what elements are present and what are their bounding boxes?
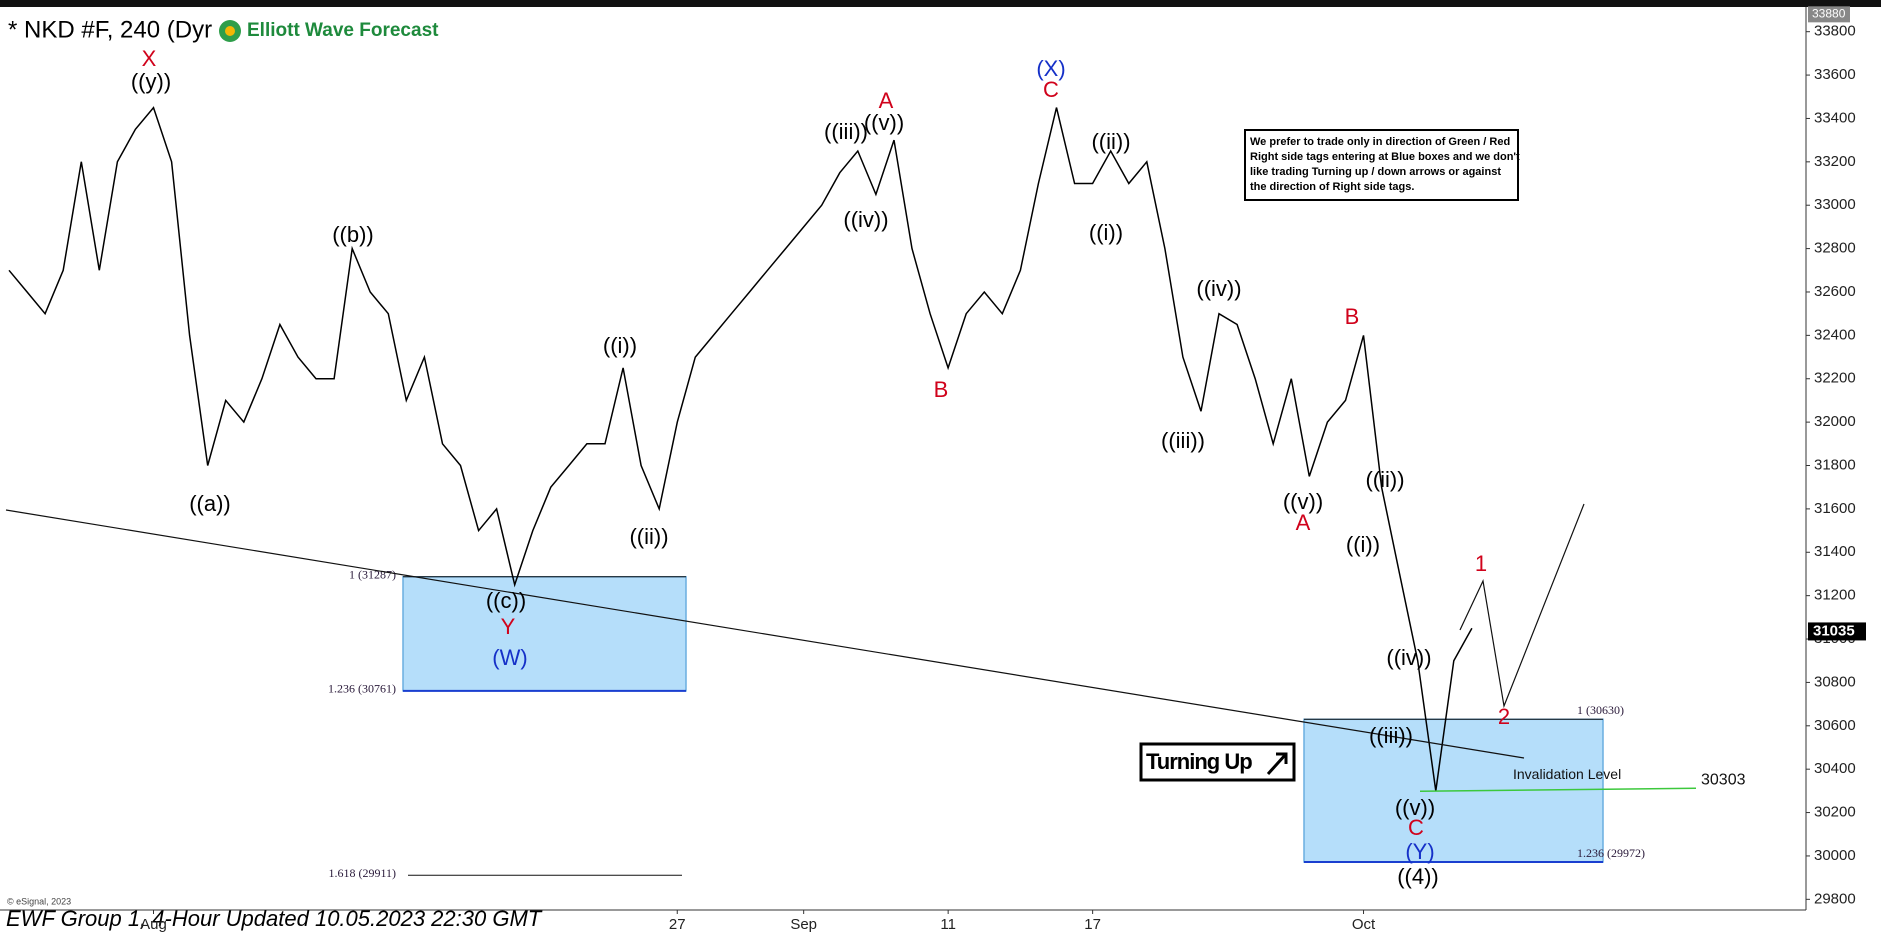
wave-label: ((v)) [1283,489,1323,514]
y-tick-label: 32400 [1814,326,1856,343]
y-tick-label: 32200 [1814,370,1856,387]
wave-label: ((y)) [131,69,171,94]
top-border [0,0,1881,7]
x-tick-label: Sep [790,916,817,933]
y-tick-label: 30000 [1814,847,1856,864]
y-tick-label: 33600 [1814,66,1856,83]
wave-label: Y [501,614,516,639]
y-tick-label: 30400 [1814,760,1856,777]
x-tick-label: 11 [940,916,956,933]
high-tag-label: 33880 [1812,7,1846,21]
note-line: We prefer to trade only in direction of … [1250,136,1510,148]
wave-label: ((v)) [1395,795,1435,820]
wave-label: X [142,46,157,71]
fib-label: 1.236 (30761) [328,682,396,696]
turning-arrow [1266,752,1288,776]
fib-box [402,576,687,692]
chart-title: * NKD #F, 240 (Dyr [8,16,212,43]
copyright: © eSignal, 2023 [7,896,71,906]
wave-label: 2 [1498,704,1510,729]
trendline [5,509,1525,759]
logo-icon-inner [225,26,235,36]
wave-label: ((a)) [189,491,231,516]
wave-label: ((iii)) [1161,428,1205,453]
wave-label: ((iv)) [1386,645,1431,670]
fib-label: 1 (30630) [1577,703,1624,717]
wave-label: (W) [492,645,527,670]
wave-label: ((iv)) [1196,276,1241,301]
turning-label: Turning Up [1146,749,1252,774]
wave-label: ((i)) [603,333,637,358]
y-tick-label: 30600 [1814,717,1856,734]
y-tick-label: 31600 [1814,500,1856,517]
wave-label: (Y) [1405,839,1434,864]
plot-area: 1 (31287) 1.236 (30761) 1.618 (29911) 1 (30… [5,106,1697,880]
invalidation-label: Invalidation Level [1513,766,1621,782]
wave-label: ((ii)) [629,524,668,549]
y-tick-label: 31800 [1814,456,1856,473]
wave-label: ((i)) [1346,532,1380,557]
wave-label: A [1296,510,1311,535]
y-tick-label: 32600 [1814,283,1856,300]
high-tag [1808,6,1850,23]
x-tick-label: Oct [1352,916,1376,933]
note-box [1244,129,1519,201]
wave-label: B [1345,304,1360,329]
invalidation-value: 30303 [1701,771,1746,788]
price-line [8,106,1473,792]
y-tick-label: 33200 [1814,153,1856,170]
wave-label: ((ii)) [1365,467,1404,492]
invalidation-line [1419,787,1697,792]
wave-label: ((v)) [864,110,904,135]
wave-label: ((ii)) [1091,129,1130,154]
y-tick-label: 32000 [1814,413,1856,430]
wave-label: (X) [1036,56,1065,81]
y-tick-label: 30200 [1814,804,1856,821]
projection [1459,503,1585,709]
logo-text: Elliott Wave Forecast [247,20,439,41]
y-tick-label: 30800 [1814,673,1856,690]
x-tick-label: 27 [669,916,686,933]
last-price-label: 31035 [1813,622,1855,639]
y-tick-label: 31400 [1814,543,1856,560]
y-tick-label: 33400 [1814,109,1856,126]
note-line: Right side tags entering at Blue boxes a… [1250,151,1520,163]
wave-label: 1 [1475,551,1487,576]
wave-label: ((iv)) [843,207,888,232]
y-tick-label: 33000 [1814,196,1856,213]
wave-label: ((c)) [486,588,526,613]
note: We prefer to trade only in direction of … [1250,136,1520,193]
wave-label: ((iii)) [1369,723,1413,748]
wave-label: ((iii)) [824,119,868,144]
fib-label: 1.618 (29911) [328,866,396,880]
fib-label: 1 (31287) [349,568,396,582]
last-price-tag [1808,622,1866,641]
footer: EWF Group 1, 4-Hour Updated 10.05.2023 2… [6,906,543,931]
y-tick-label: 29800 [1814,890,1856,907]
note-line: the direction of Right side tags. [1250,181,1414,193]
x-tick-label: Aug [140,916,167,933]
y-tick-label: 33800 [1814,23,1856,40]
wave-label: ((b)) [332,222,374,247]
wave-label: B [934,377,949,402]
x-tick-label: 17 [1084,916,1101,933]
wave-label: ((i)) [1089,220,1123,245]
wave-label: C [1043,77,1059,102]
wave-label: A [879,88,894,113]
y-tick-label: 31200 [1814,587,1856,604]
wave-label: ((4)) [1397,864,1439,889]
note-line: like trading Turning up / down arrows or… [1250,166,1501,178]
wave-label: C [1408,815,1424,840]
fib-label: 1.236 (29972) [1577,846,1645,860]
y-tick-label: 32800 [1814,240,1856,257]
